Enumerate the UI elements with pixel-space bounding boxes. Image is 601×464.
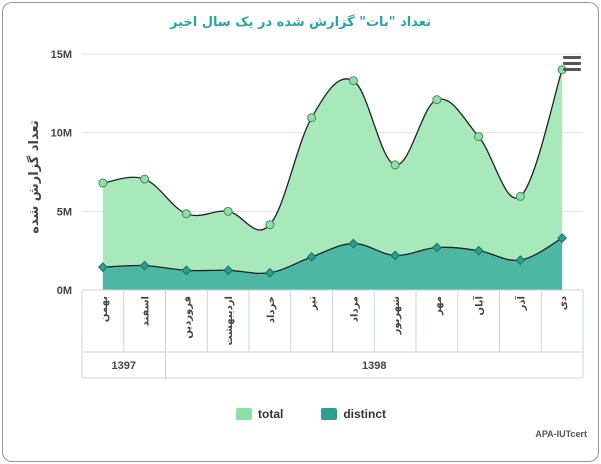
x-tick-label: تیر — [308, 296, 319, 311]
x-tick-label: فروردین — [182, 296, 193, 339]
y-tick-label: 10M — [51, 128, 72, 140]
legend-item-total[interactable]: total — [236, 407, 283, 421]
x-group-label: 1397 — [112, 360, 136, 372]
series-markers — [97, 65, 568, 278]
y-axis: 0M 5M 10M 15M — [51, 49, 72, 297]
point-total[interactable] — [98, 178, 108, 188]
legend-swatch-distinct — [321, 408, 338, 420]
point-distinct[interactable] — [264, 267, 275, 278]
y-axis-title: تعداد گزارش شده — [27, 120, 42, 234]
point-distinct[interactable] — [557, 233, 568, 243]
chart-title: تعداد "بات" گزارش شده در یک سال اخیر — [170, 15, 431, 30]
point-total[interactable] — [223, 206, 233, 216]
point-total[interactable] — [307, 113, 317, 123]
chart-menu-icon[interactable] — [563, 56, 581, 72]
legend: total distinct — [236, 404, 424, 424]
y-tick-label: 5M — [57, 206, 72, 218]
point-distinct[interactable] — [139, 260, 150, 271]
x-tick-label: آذر — [514, 295, 527, 311]
x-group-label: 1398 — [362, 360, 386, 372]
x-tick-label: بهمن — [99, 296, 110, 322]
x-tick-label: خرداد — [266, 296, 277, 323]
point-distinct[interactable] — [390, 250, 401, 261]
legend-label-total: total — [258, 407, 284, 421]
point-distinct[interactable] — [348, 238, 359, 249]
point-distinct[interactable] — [223, 265, 234, 276]
point-distinct[interactable] — [181, 265, 192, 276]
legend-item-distinct[interactable]: distinct — [321, 407, 386, 421]
series-areas — [102, 69, 563, 290]
x-axis: بهمن اسفند فروردین اردیبهشت خرداد تیر مرداد شهر… — [81, 289, 584, 379]
legend-label-distinct: distinct — [343, 407, 387, 421]
x-tick-label: شهریور — [391, 296, 402, 336]
x-tick-label: دی — [558, 296, 569, 310]
point-total[interactable] — [474, 132, 484, 142]
point-total[interactable] — [432, 95, 442, 105]
legend-swatch-total — [236, 408, 252, 420]
credit-text: APA-IUTcert — [535, 429, 587, 439]
x-tick-label: مهر — [433, 296, 444, 316]
point-total[interactable] — [390, 160, 400, 170]
point-total[interactable] — [265, 220, 275, 230]
point-distinct[interactable] — [431, 242, 442, 253]
point-distinct[interactable] — [97, 262, 108, 273]
area-total — [102, 69, 563, 290]
x-tick-label: آبان — [473, 295, 486, 315]
area-distinct — [102, 238, 563, 290]
point-distinct[interactable] — [473, 245, 484, 256]
x-tick-label: اردیبهشت — [224, 296, 235, 346]
x-tick-label: مرداد — [349, 296, 360, 322]
point-distinct[interactable] — [306, 252, 317, 262]
point-total[interactable] — [348, 76, 358, 86]
point-total[interactable] — [140, 174, 150, 184]
point-total[interactable] — [515, 191, 525, 201]
point-total[interactable] — [181, 209, 191, 219]
x-tick-label: اسفند — [141, 296, 152, 326]
y-tick-label: 15M — [51, 49, 72, 61]
point-distinct[interactable] — [515, 255, 526, 266]
y-tick-label: 0M — [57, 285, 72, 297]
